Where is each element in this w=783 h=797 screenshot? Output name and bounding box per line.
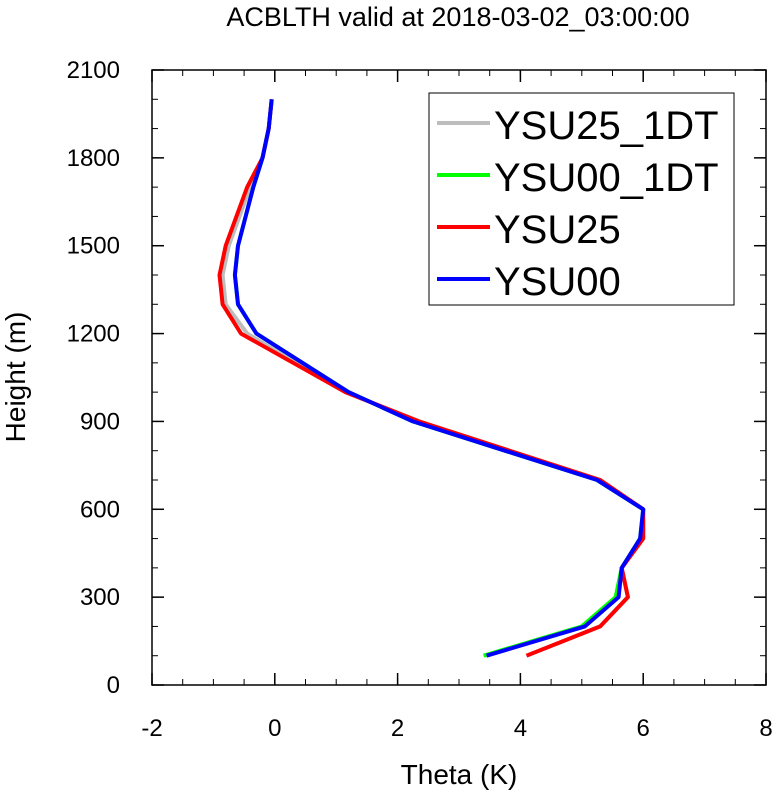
y-tick-label: 1800 — [67, 145, 120, 172]
legend-label: YSU25_1DT — [494, 104, 719, 148]
series-lines — [217, 99, 646, 658]
x-tick-label: 0 — [268, 715, 281, 742]
y-tick-label: 0 — [107, 672, 120, 699]
y-tick-label: 1500 — [67, 233, 120, 260]
y-tick-label: 600 — [80, 496, 120, 523]
chart-title: ACBLTH valid at 2018-03-02_03:00:00 — [226, 2, 689, 32]
y-tick-label: 900 — [80, 408, 120, 435]
legend-entries: YSU25_1DT YSU00_1DT YSU25 YSU00 — [437, 104, 719, 304]
x-tick-labels: -2 0 2 4 6 8 — [141, 715, 772, 742]
x-tick-label: 2 — [391, 715, 404, 742]
x-tick-label: 4 — [514, 715, 527, 742]
legend: YSU25_1DT YSU00_1DT YSU25 YSU00 — [428, 92, 735, 306]
x-tick-label: 6 — [637, 715, 650, 742]
y-tick-label: 2100 — [67, 57, 120, 84]
legend-box — [428, 92, 735, 306]
legend-label: YSU00 — [494, 260, 621, 304]
legend-label: YSU00_1DT — [494, 156, 719, 200]
legend-label: YSU25 — [494, 208, 621, 252]
y-axis-label: Height (m) — [0, 312, 31, 443]
x-tick-label: 8 — [759, 715, 772, 742]
x-tick-label: -2 — [141, 715, 162, 742]
y-tick-label: 1200 — [67, 321, 120, 348]
y-tick-label: 300 — [80, 584, 120, 611]
y-tick-labels: 0 300 600 900 1200 1500 1800 2100 — [67, 57, 120, 699]
series-line-ysu00 — [232, 99, 646, 658]
x-axis-label: Theta (K) — [401, 759, 518, 790]
plot-frame — [151, 69, 767, 686]
